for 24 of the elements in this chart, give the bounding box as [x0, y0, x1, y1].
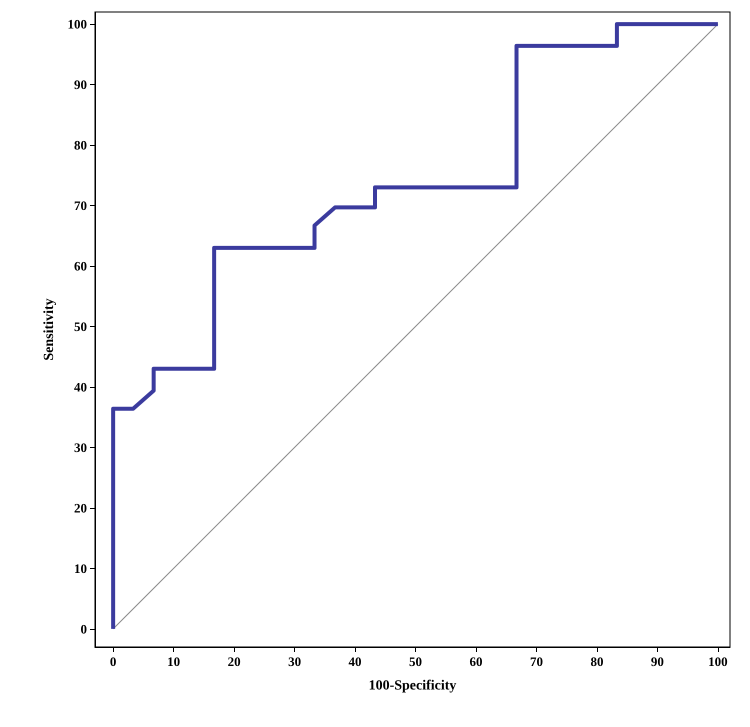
y-tick-label: 90 — [74, 77, 87, 92]
x-axis-title: 100-Specificity — [368, 678, 456, 694]
y-tick-label: 30 — [74, 440, 87, 455]
x-tick-label: 60 — [470, 654, 482, 669]
x-tick-label: 100 — [708, 654, 728, 669]
x-tick-label: 30 — [288, 654, 302, 669]
y-tick-label: 40 — [74, 379, 87, 394]
y-tick-label: 0 — [80, 621, 87, 636]
x-tick-label: 40 — [348, 654, 362, 669]
y-tick-label: 10 — [74, 560, 87, 576]
y-tick-label: 100 — [68, 16, 87, 32]
x-tick-label: 80 — [590, 654, 604, 669]
x-tick-label: 90 — [650, 654, 664, 669]
y-axis-title: Sensitivity — [42, 298, 58, 361]
y-tick-label: 70 — [74, 198, 87, 214]
x-tick-label: 0 — [110, 654, 116, 669]
x-tick-label: 70 — [530, 654, 543, 669]
x-tick-label: 20 — [228, 654, 241, 669]
x-tick-label: 50 — [409, 654, 422, 669]
x-tick-label: 10 — [167, 654, 180, 669]
y-tick-label: 50 — [74, 318, 87, 334]
y-tick-label: 20 — [74, 500, 87, 516]
y-tick-label: 80 — [74, 138, 87, 153]
y-tick-label: 60 — [74, 258, 87, 274]
